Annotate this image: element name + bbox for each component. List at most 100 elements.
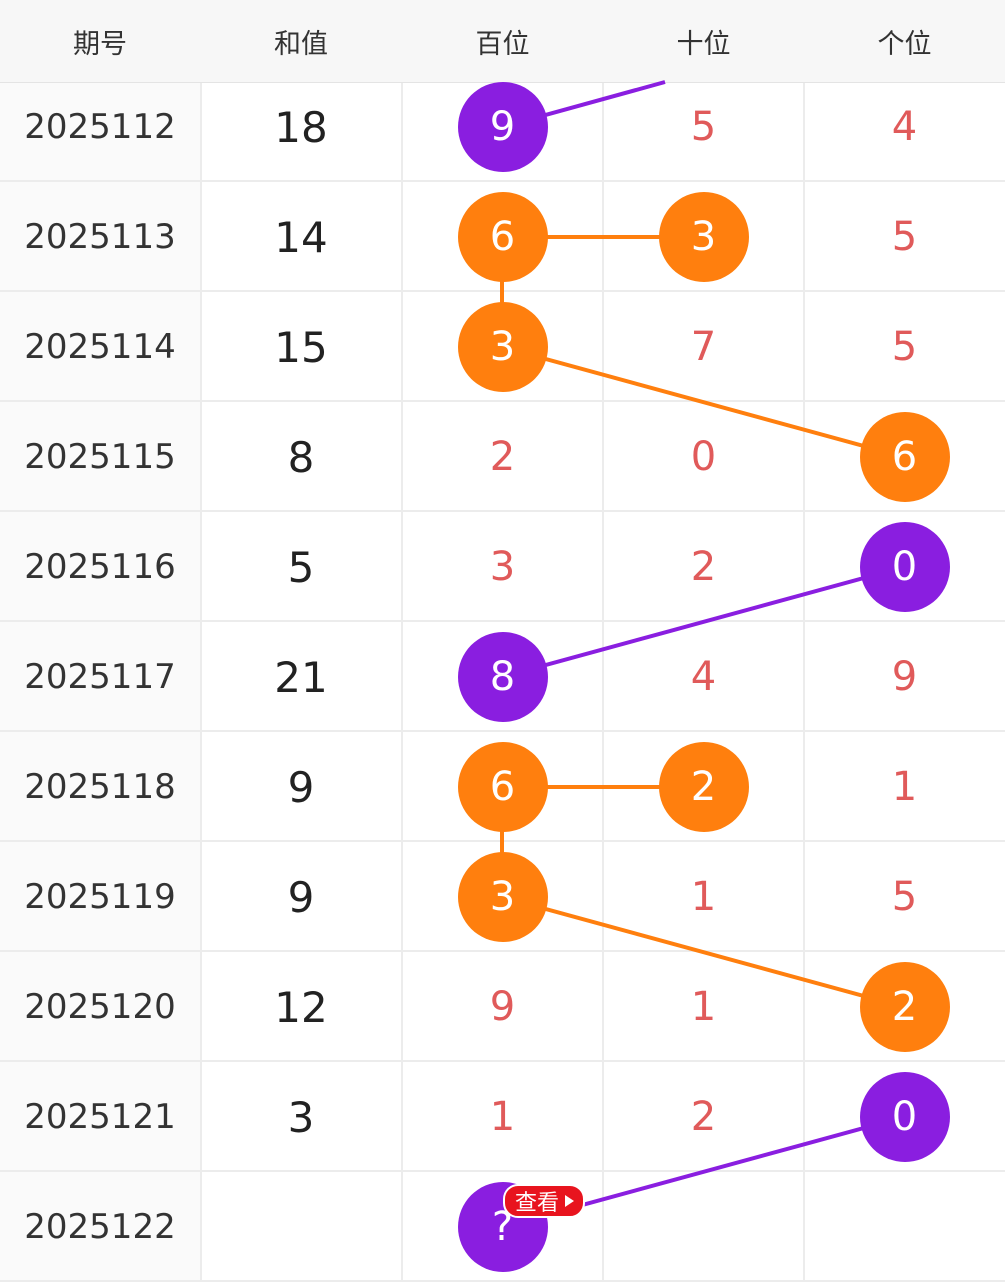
purple-ball: 0: [859, 1072, 950, 1162]
purple-ball: 9: [457, 82, 548, 172]
orange-ball: 6: [457, 742, 548, 832]
header-hundreds: 百位: [475, 28, 530, 60]
issue-cell: 2025121: [24, 1097, 176, 1137]
header-issue: 期号: [73, 28, 127, 60]
hundreds-cell: 3: [402, 842, 603, 952]
units-cell: 5: [891, 324, 918, 370]
grid-hline: [0, 730, 1005, 732]
tens-cell: 5: [690, 104, 717, 150]
orange-ball: 2: [859, 962, 950, 1052]
purple-ball: 8: [457, 632, 548, 722]
sum-cell: 21: [274, 652, 328, 702]
orange-ball: 3: [658, 192, 749, 282]
units-cell: 1: [891, 764, 918, 810]
hundreds-cell: 9: [402, 72, 603, 182]
table-row: 2025118 9 6 2 1: [0, 732, 1005, 842]
units-cell: 4: [891, 104, 918, 150]
sum-cell: 9: [287, 872, 315, 922]
table-row: 2025115 8 2 0 6: [0, 402, 1005, 512]
tens-cell: 2: [690, 544, 717, 590]
hundreds-cell: 6: [402, 732, 603, 842]
header-sum: 和值: [274, 28, 328, 60]
hundreds-cell: 1: [489, 1094, 516, 1140]
table-row: 2025117 21 8 4 9: [0, 622, 1005, 732]
grid-vline: [803, 0, 805, 1280]
play-triangle-icon: [565, 1195, 575, 1207]
issue-cell: 2025115: [24, 437, 176, 477]
grid-hline: [0, 510, 1005, 512]
grid-hline: [0, 1060, 1005, 1062]
issue-cell: 2025116: [24, 547, 176, 587]
issue-cell: 2025117: [24, 657, 176, 697]
grid-hline: [0, 180, 1005, 182]
header-units: 个位: [877, 28, 932, 60]
sum-cell: 14: [274, 212, 328, 262]
sum-cell: 9: [287, 762, 315, 812]
tens-cell: 1: [690, 984, 717, 1030]
grid-hline: [0, 950, 1005, 952]
units-cell: 2: [804, 952, 1005, 1062]
units-cell: 0: [804, 1062, 1005, 1172]
table-row: 2025119 9 3 1 5: [0, 842, 1005, 952]
orange-ball: 2: [658, 742, 749, 832]
table-row: 2025116 5 3 2 0: [0, 512, 1005, 622]
units-cell: 9: [891, 654, 918, 700]
units-cell: 6: [804, 402, 1005, 512]
grid-hline: [0, 620, 1005, 622]
orange-ball: 6: [457, 192, 548, 282]
sum-cell: 15: [274, 322, 328, 372]
tens-cell: 4: [690, 654, 717, 700]
issue-cell: 2025118: [24, 767, 176, 807]
grid-vline: [200, 0, 202, 1280]
purple-ball: 0: [859, 522, 950, 612]
orange-ball: 3: [457, 852, 548, 942]
table-row: 2025114 15 3 7 5: [0, 292, 1005, 402]
units-cell: 5: [891, 874, 918, 920]
header-tens: 十位: [676, 28, 731, 60]
issue-cell: 2025122: [24, 1207, 176, 1247]
sum-cell: 12: [274, 982, 328, 1032]
grid-hline: [0, 1170, 1005, 1172]
hundreds-cell: 6: [402, 182, 603, 292]
issue-column-bg: [0, 0, 200, 1280]
tens-cell: 2: [690, 1094, 717, 1140]
trend-line: [501, 345, 905, 459]
units-cell: 0: [804, 512, 1005, 622]
issue-cell: 2025112: [24, 107, 176, 147]
trend-line: [501, 895, 905, 1009]
sum-cell: 5: [287, 542, 315, 592]
trend-line: [501, 565, 905, 679]
hundreds-cell: 8: [402, 622, 603, 732]
grid-hline: [0, 400, 1005, 402]
sum-cell: 3: [287, 1092, 315, 1142]
issue-cell: 2025113: [24, 217, 176, 257]
grid-vline: [401, 0, 403, 1280]
view-badge-button[interactable]: 查看: [503, 1184, 586, 1218]
table-header: 期号 和值 百位 十位 个位: [0, 0, 1005, 83]
tens-cell: 1: [690, 874, 717, 920]
hundreds-cell: 9: [489, 984, 516, 1030]
tens-cell: 0: [690, 434, 717, 480]
table-row: 2025121 3 1 2 0: [0, 1062, 1005, 1172]
view-badge-label: 查看: [515, 1191, 560, 1216]
table-row: 2025113 14 6 3 5: [0, 182, 1005, 292]
orange-ball: 3: [457, 302, 548, 392]
tens-cell: 2: [603, 732, 804, 842]
table-row: 2025120 12 9 1 2: [0, 952, 1005, 1062]
issue-cell: 2025119: [24, 877, 176, 917]
sum-cell: 8: [287, 432, 315, 482]
issue-cell: 2025114: [24, 327, 176, 367]
tens-cell: 3: [603, 182, 804, 292]
grid-vline: [602, 0, 604, 1280]
hundreds-cell: 3: [489, 544, 516, 590]
orange-ball: 6: [859, 412, 950, 502]
units-cell: 5: [891, 214, 918, 260]
hundreds-cell: 2: [489, 434, 516, 480]
sum-cell: 18: [274, 102, 328, 152]
tens-cell: 7: [690, 324, 717, 370]
hundreds-cell: 3: [402, 292, 603, 402]
issue-cell: 2025120: [24, 987, 176, 1027]
table-row: 2025112 18 9 5 4: [0, 72, 1005, 182]
